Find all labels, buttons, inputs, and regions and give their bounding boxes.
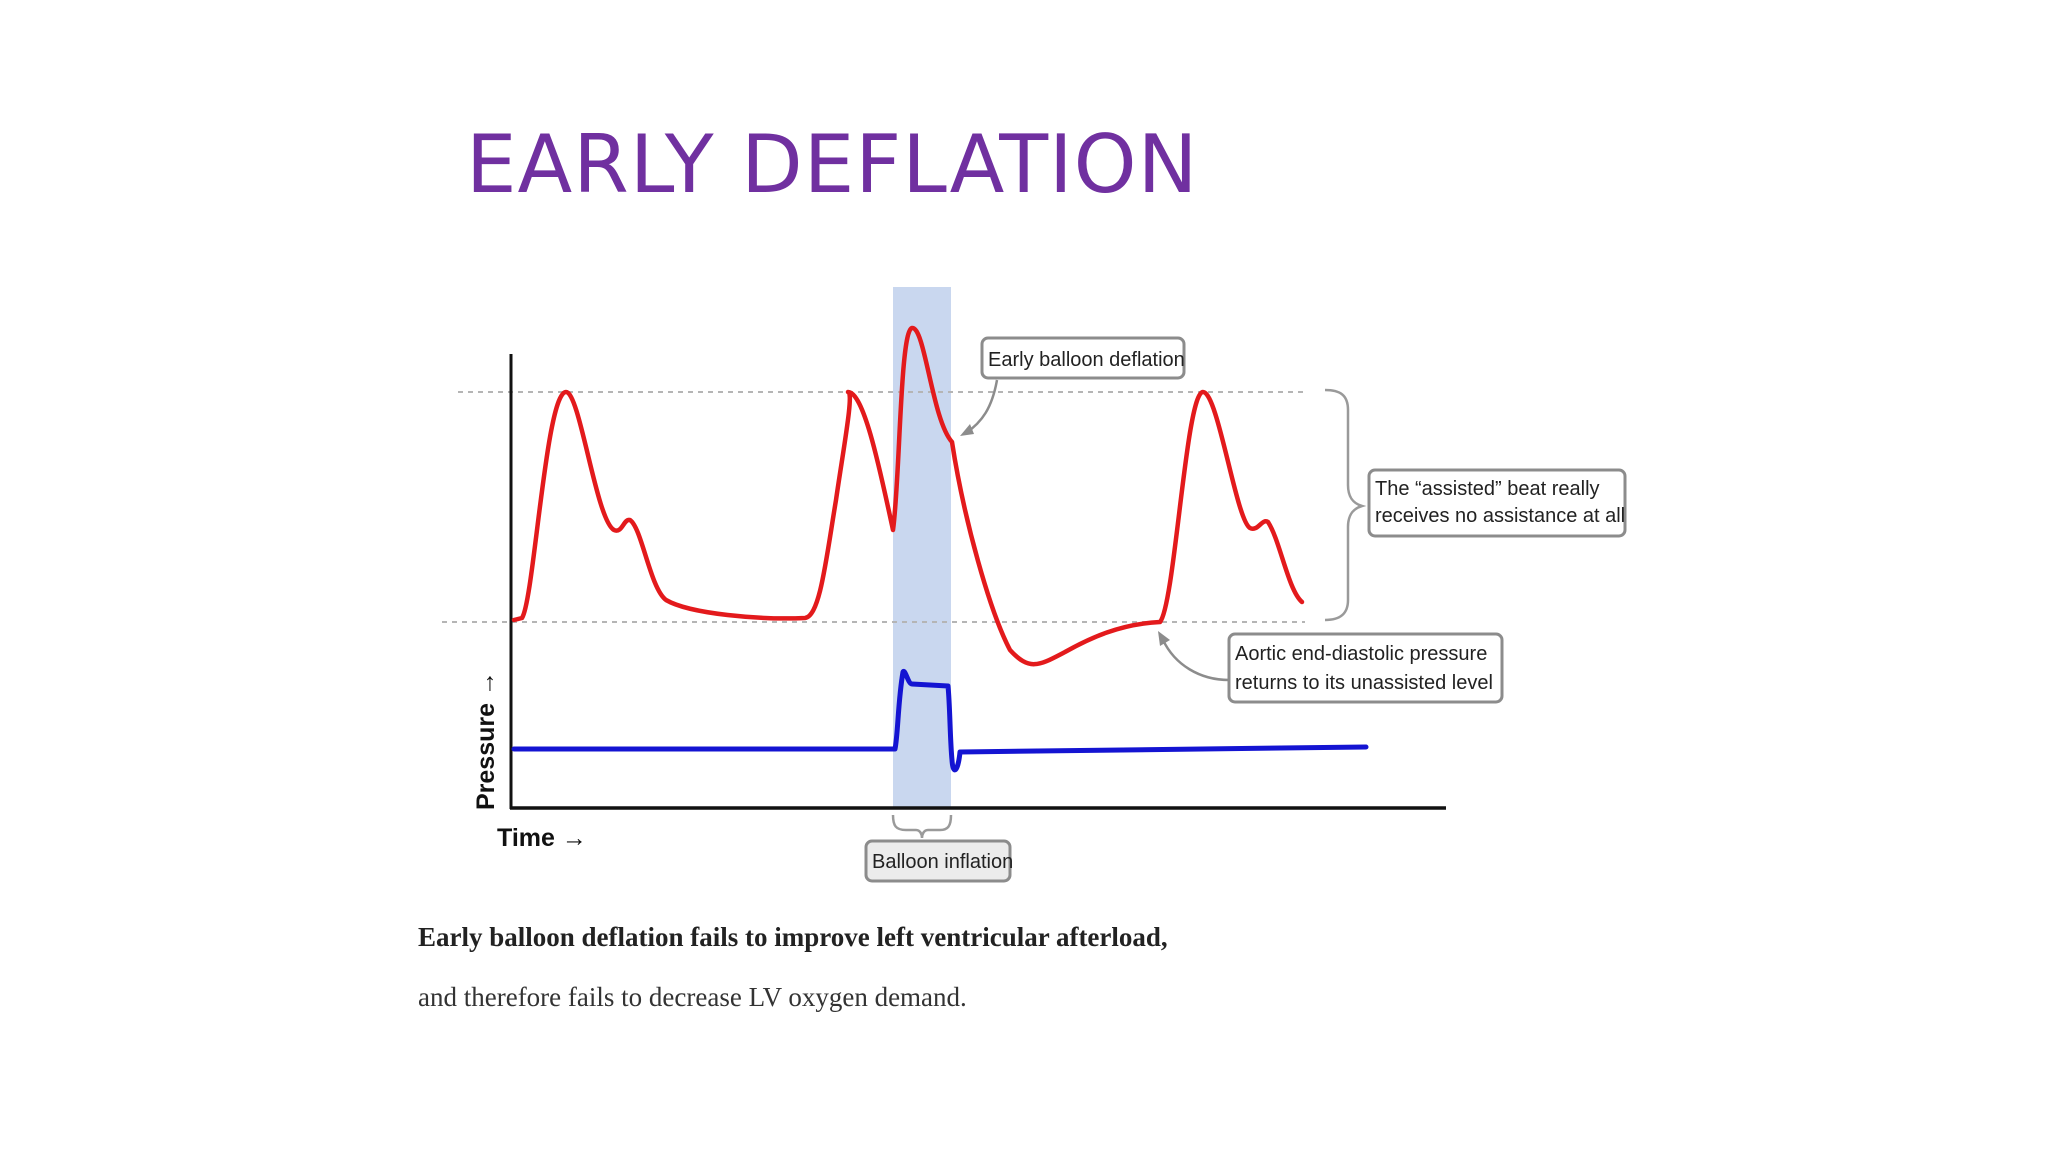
- assisted-beat-brace: [1324, 388, 1367, 622]
- end-diastolic-callout-line2: returns to its unassisted level: [1235, 672, 1493, 694]
- early-deflation-callout-text: Early balloon deflation: [988, 349, 1185, 371]
- early-deflation-arrow: [965, 379, 999, 435]
- arterial-pressure-waveform: [511, 325, 1305, 667]
- balloon-pressure-waveform: [511, 668, 1369, 773]
- assisted-beat-callout-line2: receives no assistance at all: [1375, 505, 1625, 527]
- end-diastolic-arrowhead: [1158, 631, 1170, 646]
- balloon-inflation-brace: [891, 814, 953, 839]
- balloon-inflation-callout-text: Balloon inflation: [872, 851, 1013, 873]
- end-diastolic-callout-box: [1227, 632, 1504, 704]
- balloon-inflation-callout-box: [864, 839, 1012, 883]
- assisted-beat-callout-line1: The “assisted” beat really: [1375, 478, 1600, 500]
- early-deflation-arrowhead: [960, 424, 974, 436]
- caption-line-1: Early balloon deflation fails to improve…: [418, 922, 1168, 952]
- slide-title: EARLY DEFLATION: [466, 118, 1199, 211]
- y-axis-label: Pressure →: [472, 671, 500, 810]
- x-axis-label: Time →: [497, 824, 587, 852]
- assisted-beat-callout-box: [1367, 468, 1627, 538]
- end-diastolic-arrow: [1161, 639, 1230, 682]
- caption-line-2: and therefore fails to decrease LV oxyge…: [418, 982, 967, 1012]
- early-deflation-callout-box: [980, 336, 1186, 380]
- end-diastolic-callout-line1: Aortic end-diastolic pressure: [1235, 643, 1487, 665]
